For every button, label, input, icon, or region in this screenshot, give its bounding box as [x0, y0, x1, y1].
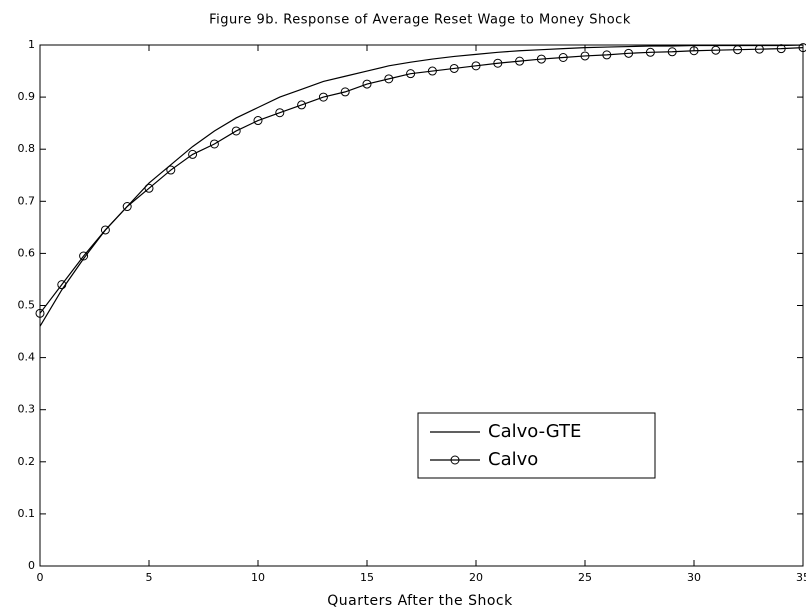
series-line: [39, 47, 804, 314]
marker: [57, 280, 67, 290]
y-tick-label: 0.2: [18, 455, 36, 468]
legend-box: [417, 412, 656, 479]
y-tick-label: 1: [28, 38, 35, 51]
marker: [624, 48, 634, 58]
marker: [188, 149, 198, 159]
y-tick-label: 0.8: [18, 142, 36, 155]
y-tick-label: 0.5: [18, 299, 36, 312]
marker: [362, 79, 372, 89]
y-tick-label: 0.3: [18, 403, 36, 416]
marker: [776, 44, 786, 54]
marker: [144, 183, 154, 193]
marker: [406, 69, 416, 79]
marker: [667, 47, 677, 57]
x-tick-label: 5: [146, 571, 153, 584]
marker: [275, 108, 285, 118]
y-tick-label: 0.4: [18, 351, 36, 364]
marker: [558, 53, 568, 63]
legend-marker: [450, 455, 460, 465]
marker: [318, 92, 328, 102]
marker: [515, 56, 525, 66]
marker: [602, 50, 612, 60]
marker: [253, 116, 263, 126]
marker: [711, 45, 721, 55]
x-tick-label: 15: [360, 571, 374, 584]
marker: [798, 43, 806, 53]
x-tick-label: 25: [578, 571, 592, 584]
x-tick-label: 0: [37, 571, 44, 584]
marker: [166, 165, 176, 175]
marker: [100, 225, 110, 235]
marker: [340, 87, 350, 97]
marker: [79, 251, 89, 261]
marker: [689, 46, 699, 56]
y-tick-label: 0.1: [18, 507, 36, 520]
marker: [297, 100, 307, 110]
x-axis-label: Quarters After the Shock: [327, 593, 513, 609]
marker: [35, 308, 45, 318]
marker: [427, 66, 437, 76]
marker: [209, 139, 219, 149]
marker: [231, 126, 241, 136]
marker: [580, 51, 590, 61]
x-tick-label: 35: [796, 571, 806, 584]
legend-label: Calvo-GTE: [488, 421, 581, 442]
marker: [536, 54, 546, 64]
marker: [122, 202, 132, 212]
x-tick-label: 20: [469, 571, 483, 584]
y-tick-label: 0.6: [18, 246, 36, 259]
legend-label: Calvo: [488, 449, 538, 470]
x-tick-label: 30: [687, 571, 701, 584]
chart-title: Figure 9b. Response of Average Reset Wag…: [209, 13, 631, 28]
y-tick-label: 0.9: [18, 90, 36, 103]
y-tick-label: 0.7: [18, 194, 36, 207]
marker: [449, 63, 459, 73]
marker: [471, 61, 481, 71]
marker: [733, 45, 743, 55]
y-tick-label: 0: [28, 559, 35, 572]
marker: [645, 47, 655, 57]
marker: [493, 58, 503, 68]
series-line: [39, 44, 804, 327]
plot-frame: [39, 44, 804, 567]
marker: [384, 74, 394, 84]
x-tick-label: 10: [251, 571, 265, 584]
marker: [754, 44, 764, 54]
